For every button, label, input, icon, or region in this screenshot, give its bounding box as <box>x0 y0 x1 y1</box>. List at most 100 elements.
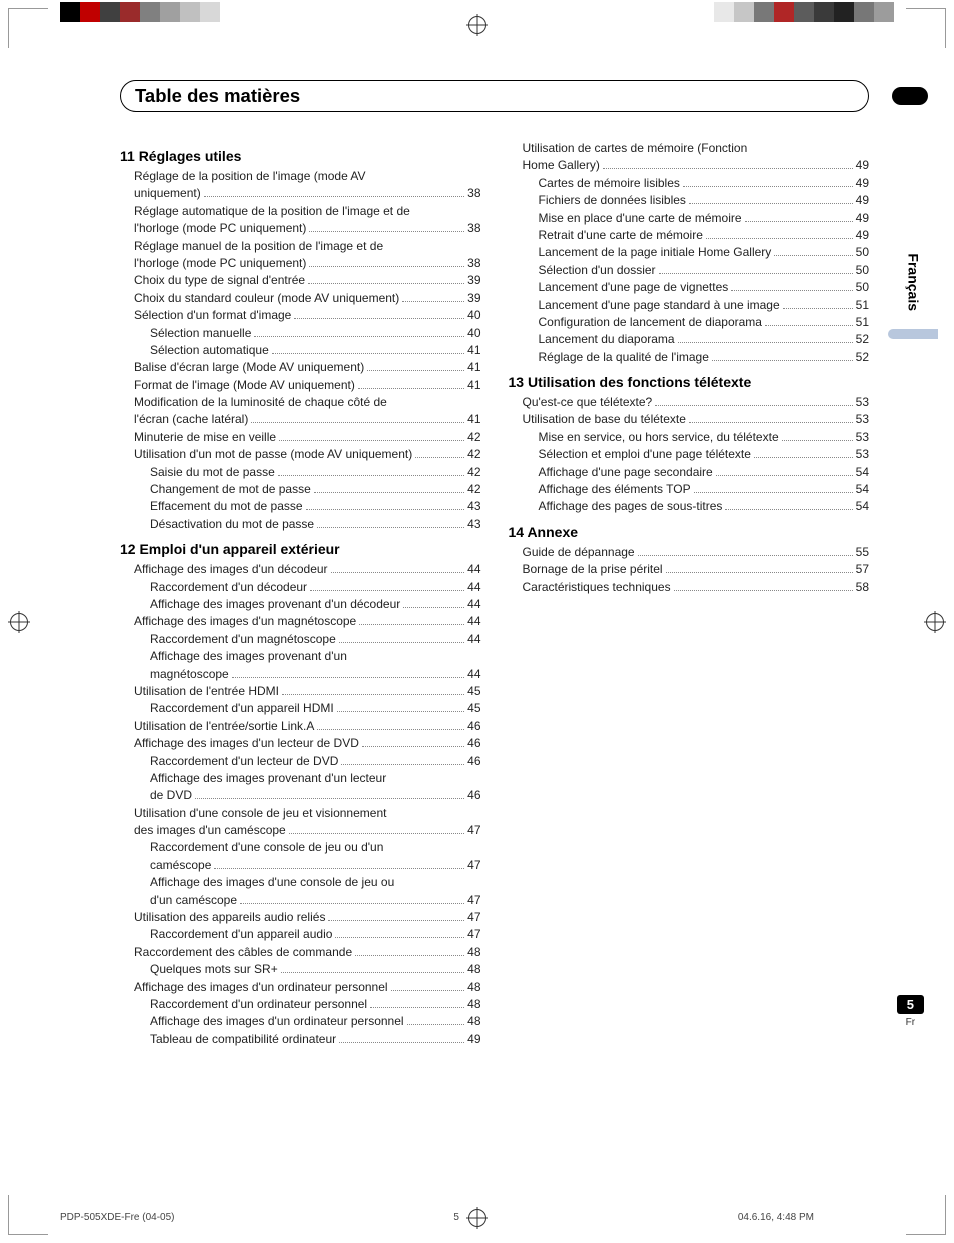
toc-entry: Affichage d'une page secondaire54 <box>509 464 870 481</box>
toc-entry-page: 51 <box>856 314 869 331</box>
page-lang-short: Fr <box>897 1017 924 1028</box>
toc-entry-page: 46 <box>467 753 480 770</box>
toc-entry-page: 50 <box>856 279 869 296</box>
toc-entry-wrap: Réglage automatique de la position de l'… <box>120 203 481 220</box>
toc-entry-page: 40 <box>467 325 480 342</box>
toc-column-left: 11 Réglages utilesRéglage de la position… <box>120 140 481 1048</box>
toc-entry-page: 49 <box>856 210 869 227</box>
toc-entry-page: 54 <box>856 481 869 498</box>
toc-entry: Caractéristiques techniques58 <box>509 579 870 596</box>
toc-entry: Cartes de mémoire lisibles49 <box>509 175 870 192</box>
toc-entry-page: 48 <box>467 944 480 961</box>
toc-entry-text: Tableau de compatibilité ordinateur <box>150 1031 336 1048</box>
toc-entry-text: Utilisation d'un mot de passe (mode AV u… <box>134 446 412 463</box>
toc-entry-text: Affichage des images d'un lecteur de DVD <box>134 735 359 752</box>
toc-entry: Minuterie de mise en veille42 <box>120 429 481 446</box>
toc-entry-page: 49 <box>856 175 869 192</box>
toc-entry-text: l'écran (cache latéral) <box>134 411 248 428</box>
toc-entry-page: 39 <box>467 272 480 289</box>
toc-entry-page: 44 <box>467 666 480 683</box>
toc-entry-text: d'un caméscope <box>150 892 237 909</box>
toc-entry-page: 42 <box>467 464 480 481</box>
side-language-label: Français <box>906 253 922 311</box>
toc-entry: Configuration de lancement de diaporama5… <box>509 314 870 331</box>
toc-entry: Raccordement d'un décodeur44 <box>120 579 481 596</box>
toc-entry: Sélection d'un dossier50 <box>509 262 870 279</box>
toc-entry-page: 49 <box>856 157 869 174</box>
toc-entry-text: Lancement de la page initiale Home Galle… <box>539 244 772 261</box>
toc-entry-page: 52 <box>856 349 869 366</box>
toc-entry: Changement de mot de passe42 <box>120 481 481 498</box>
toc-entry-text: Format de l'image (Mode AV uniquement) <box>134 377 355 394</box>
toc-entry-text: magnétoscope <box>150 666 229 683</box>
toc-entry: Utilisation de base du télétexte53 <box>509 411 870 428</box>
toc-entry: Réglage de la qualité de l'image 52 <box>509 349 870 366</box>
toc-entry-page: 50 <box>856 262 869 279</box>
toc-entry-text: Affichage des images d'un ordinateur per… <box>150 1013 404 1030</box>
toc-entry-wrap: Raccordement d'une console de jeu ou d'u… <box>120 839 481 856</box>
footer: PDP-505XDE-Fre (04-05) 5 04.6.16, 4:48 P… <box>0 1212 954 1223</box>
toc-entry-page: 48 <box>467 996 480 1013</box>
toc-entry: Home Gallery)49 <box>509 157 870 174</box>
toc-entry: Raccordement d'un magnétoscope44 <box>120 631 481 648</box>
toc-entry: Qu'est-ce que télétexte?53 <box>509 394 870 411</box>
toc-entry-page: 55 <box>856 544 869 561</box>
toc-entry-text: Sélection d'un format d'image <box>134 307 291 324</box>
toc-entry: Raccordement d'un appareil HDMI45 <box>120 700 481 717</box>
toc-entry-text: Désactivation du mot de passe <box>150 516 314 533</box>
toc-entry: Raccordement d'un ordinateur personnel 48 <box>120 996 481 1013</box>
toc-entry-page: 52 <box>856 331 869 348</box>
page-title: Table des matières <box>135 85 854 107</box>
toc-entry-text: Utilisation des appareils audio reliés <box>134 909 325 926</box>
toc-entry-page: 50 <box>856 244 869 261</box>
toc-entry-text: des images d'un caméscope <box>134 822 286 839</box>
toc-entry: Utilisation de l'entrée/sortie Link.A46 <box>120 718 481 735</box>
toc-entry-text: Mise en place d'une carte de mémoire <box>539 210 742 227</box>
toc-entry: des images d'un caméscope47 <box>120 822 481 839</box>
toc-entry-text: Qu'est-ce que télétexte? <box>523 394 653 411</box>
toc-entry-wrap: Affichage des images provenant d'un lect… <box>120 770 481 787</box>
toc-entry-page: 41 <box>467 342 480 359</box>
toc-entry-page: 42 <box>467 446 480 463</box>
toc-entry-page: 44 <box>467 596 480 613</box>
toc-entry-page: 43 <box>467 498 480 515</box>
toc-entry: Utilisation des appareils audio reliés 47 <box>120 909 481 926</box>
toc-section-head: 14 Annexe <box>509 524 870 540</box>
toc-entry-page: 45 <box>467 700 480 717</box>
toc-entry-text: Raccordement d'un appareil audio <box>150 926 332 943</box>
toc-entry-text: Raccordement d'un lecteur de DVD <box>150 753 338 770</box>
toc-entry-text: Utilisation de l'entrée HDMI <box>134 683 279 700</box>
toc-entry: Utilisation de l'entrée HDMI45 <box>120 683 481 700</box>
toc-entry: Sélection manuelle 40 <box>120 325 481 342</box>
toc-entry-text: Réglage de la qualité de l'image <box>539 349 709 366</box>
footer-right: 04.6.16, 4:48 PM <box>738 1212 814 1223</box>
toc-entry-text: Raccordement d'un ordinateur personnel <box>150 996 367 1013</box>
toc-entry-page: 49 <box>856 227 869 244</box>
toc-entry-text: uniquement) <box>134 185 201 202</box>
toc-entry: Lancement de la page initiale Home Galle… <box>509 244 870 261</box>
toc-entry-wrap: Utilisation d'une console de jeu et visi… <box>120 805 481 822</box>
toc-entry-text: Caractéristiques techniques <box>523 579 671 596</box>
toc-entry: Sélection automatique 41 <box>120 342 481 359</box>
toc-entry-wrap: Réglage manuel de la position de l'image… <box>120 238 481 255</box>
toc-entry-page: 47 <box>467 892 480 909</box>
toc-entry: Affichage des images d'un ordinateur per… <box>120 1013 481 1030</box>
toc-entry-page: 49 <box>467 1031 480 1048</box>
toc-entry: Lancement d'une page de vignettes 50 <box>509 279 870 296</box>
toc-entry-text: caméscope <box>150 857 211 874</box>
toc-column-right: Utilisation de cartes de mémoire (Foncti… <box>509 140 870 1048</box>
toc-entry-page: 42 <box>467 429 480 446</box>
toc-entry-page: 44 <box>467 579 480 596</box>
toc-entry-wrap: Affichage des images d'une console de je… <box>120 874 481 891</box>
toc-entry-text: Sélection automatique <box>150 342 269 359</box>
toc-section-head: 12 Emploi d'un appareil extérieur <box>120 541 481 557</box>
toc-entry-page: 47 <box>467 909 480 926</box>
toc-entry-text: Affichage des images d'un magnétoscope <box>134 613 356 630</box>
toc-entry: Lancement d'une page standard à une imag… <box>509 297 870 314</box>
toc-entry-text: Sélection manuelle <box>150 325 251 342</box>
toc-entry-text: Affichage des pages de sous-titres <box>539 498 723 515</box>
toc-entry-text: Choix du type de signal d'entrée <box>134 272 305 289</box>
toc-entry-text: Lancement d'une page de vignettes <box>539 279 729 296</box>
title-bar: Table des matières Français <box>120 80 869 112</box>
page-number-box: 5 Fr <box>897 995 924 1028</box>
